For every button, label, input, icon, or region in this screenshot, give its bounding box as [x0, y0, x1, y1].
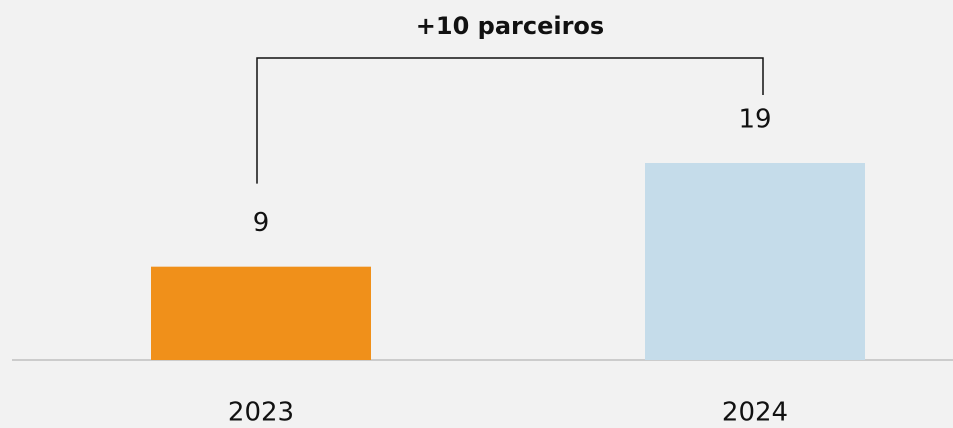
x-tick-label: 2024 — [722, 398, 788, 428]
x-tick-label: 2023 — [228, 398, 294, 428]
annotation: +10 parceiros — [416, 12, 604, 40]
bracket — [256, 57, 764, 184]
bar — [151, 266, 371, 360]
value-label: 9 — [253, 208, 270, 238]
value-label: 19 — [738, 105, 771, 135]
bar — [645, 163, 865, 360]
